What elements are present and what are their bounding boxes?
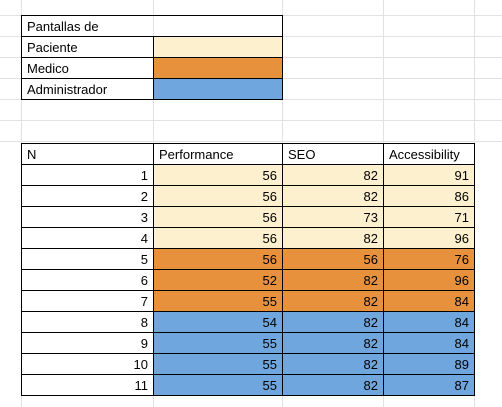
table-body: 1 56 82 91 2 56 82 86 3 56 73 71 4 56 82 96 5 56 56 76 6 52 82… bbox=[21, 164, 475, 396]
cell-seo[interactable]: 82 bbox=[282, 290, 384, 312]
cell-seo[interactable]: 82 bbox=[282, 185, 384, 207]
header-row: N Performance SEO Accessibility bbox=[21, 143, 475, 165]
cell-performance[interactable]: 56 bbox=[153, 185, 283, 207]
table-row: 6 52 82 96 bbox=[21, 269, 475, 291]
legend-swatch-administrador[interactable] bbox=[153, 78, 283, 100]
cell-n[interactable]: 8 bbox=[21, 311, 154, 333]
cell-n[interactable]: 6 bbox=[21, 269, 154, 291]
table-row: 11 55 82 87 bbox=[21, 374, 475, 396]
cell-n[interactable]: 4 bbox=[21, 227, 154, 249]
cell-accessibility[interactable]: 84 bbox=[383, 332, 475, 354]
legend-label-cell-medico[interactable]: Medico bbox=[21, 57, 154, 79]
cell-n[interactable]: 10 bbox=[21, 353, 154, 375]
scores-table: N Performance SEO Accessibility 1 56 82 91 2… bbox=[21, 143, 475, 396]
table-row: 10 55 82 89 bbox=[21, 353, 475, 375]
cell-seo[interactable]: 56 bbox=[282, 248, 384, 270]
cell-n[interactable]: 2 bbox=[21, 185, 154, 207]
table-row: 9 55 82 84 bbox=[21, 332, 475, 354]
grid-line bbox=[0, 141, 502, 142]
cell-seo[interactable]: 82 bbox=[282, 353, 384, 375]
legend-title: Pantallas de bbox=[27, 18, 99, 34]
legend-label-administrador: Administrador bbox=[27, 81, 108, 97]
cell-performance[interactable]: 55 bbox=[153, 374, 283, 396]
cell-performance[interactable]: 56 bbox=[153, 248, 283, 270]
cell-accessibility[interactable]: 96 bbox=[383, 269, 475, 291]
cell-performance[interactable]: 52 bbox=[153, 269, 283, 291]
grid-line bbox=[0, 120, 502, 121]
cell-n[interactable]: 11 bbox=[21, 374, 154, 396]
header-seo[interactable]: SEO bbox=[282, 143, 384, 165]
cell-n[interactable]: 5 bbox=[21, 248, 154, 270]
cell-performance[interactable]: 56 bbox=[153, 227, 283, 249]
cell-accessibility[interactable]: 76 bbox=[383, 248, 475, 270]
grid-line bbox=[0, 99, 502, 100]
cell-accessibility[interactable]: 96 bbox=[383, 227, 475, 249]
cell-n[interactable]: 7 bbox=[21, 290, 154, 312]
cell-n[interactable]: 1 bbox=[21, 164, 154, 186]
cell-seo[interactable]: 82 bbox=[282, 311, 384, 333]
legend-label-medico: Medico bbox=[27, 60, 69, 76]
cell-seo[interactable]: 82 bbox=[282, 164, 384, 186]
cell-accessibility[interactable]: 84 bbox=[383, 311, 475, 333]
cell-seo[interactable]: 73 bbox=[282, 206, 384, 228]
cell-performance[interactable]: 55 bbox=[153, 353, 283, 375]
header-performance[interactable]: Performance bbox=[153, 143, 283, 165]
table-row: 3 56 73 71 bbox=[21, 206, 475, 228]
table-row: 8 54 82 84 bbox=[21, 311, 475, 333]
cell-accessibility[interactable]: 71 bbox=[383, 206, 475, 228]
legend-label-cell-administrador[interactable]: Administrador bbox=[21, 78, 154, 100]
cell-performance[interactable]: 56 bbox=[153, 164, 283, 186]
legend-swatch-medico[interactable] bbox=[153, 57, 283, 79]
header-n[interactable]: N bbox=[21, 143, 154, 165]
cell-performance[interactable]: 55 bbox=[153, 332, 283, 354]
grid-line bbox=[474, 0, 475, 407]
cell-accessibility[interactable]: 91 bbox=[383, 164, 475, 186]
cell-accessibility[interactable]: 87 bbox=[383, 374, 475, 396]
cell-n[interactable]: 9 bbox=[21, 332, 154, 354]
legend-title-cell[interactable]: Pantallas de bbox=[21, 15, 283, 37]
cell-accessibility[interactable]: 84 bbox=[383, 290, 475, 312]
table-row: 5 56 56 76 bbox=[21, 248, 475, 270]
legend-table: Pantallas de Paciente Medico Administrad… bbox=[21, 15, 283, 100]
cell-n[interactable]: 3 bbox=[21, 206, 154, 228]
table-row: 4 56 82 96 bbox=[21, 227, 475, 249]
legend-label-cell-paciente[interactable]: Paciente bbox=[21, 36, 154, 58]
header-accessibility[interactable]: Accessibility bbox=[383, 143, 475, 165]
cell-seo[interactable]: 82 bbox=[282, 269, 384, 291]
table-row: 1 56 82 91 bbox=[21, 164, 475, 186]
table-row: 7 55 82 84 bbox=[21, 290, 475, 312]
cell-performance[interactable]: 56 bbox=[153, 206, 283, 228]
cell-seo[interactable]: 82 bbox=[282, 374, 384, 396]
legend-label-paciente: Paciente bbox=[27, 39, 78, 55]
cell-seo[interactable]: 82 bbox=[282, 227, 384, 249]
cell-performance[interactable]: 55 bbox=[153, 290, 283, 312]
cell-performance[interactable]: 54 bbox=[153, 311, 283, 333]
cell-accessibility[interactable]: 86 bbox=[383, 185, 475, 207]
cell-accessibility[interactable]: 89 bbox=[383, 353, 475, 375]
table-row: 2 56 82 86 bbox=[21, 185, 475, 207]
cell-seo[interactable]: 82 bbox=[282, 332, 384, 354]
legend-swatch-paciente[interactable] bbox=[153, 36, 283, 58]
